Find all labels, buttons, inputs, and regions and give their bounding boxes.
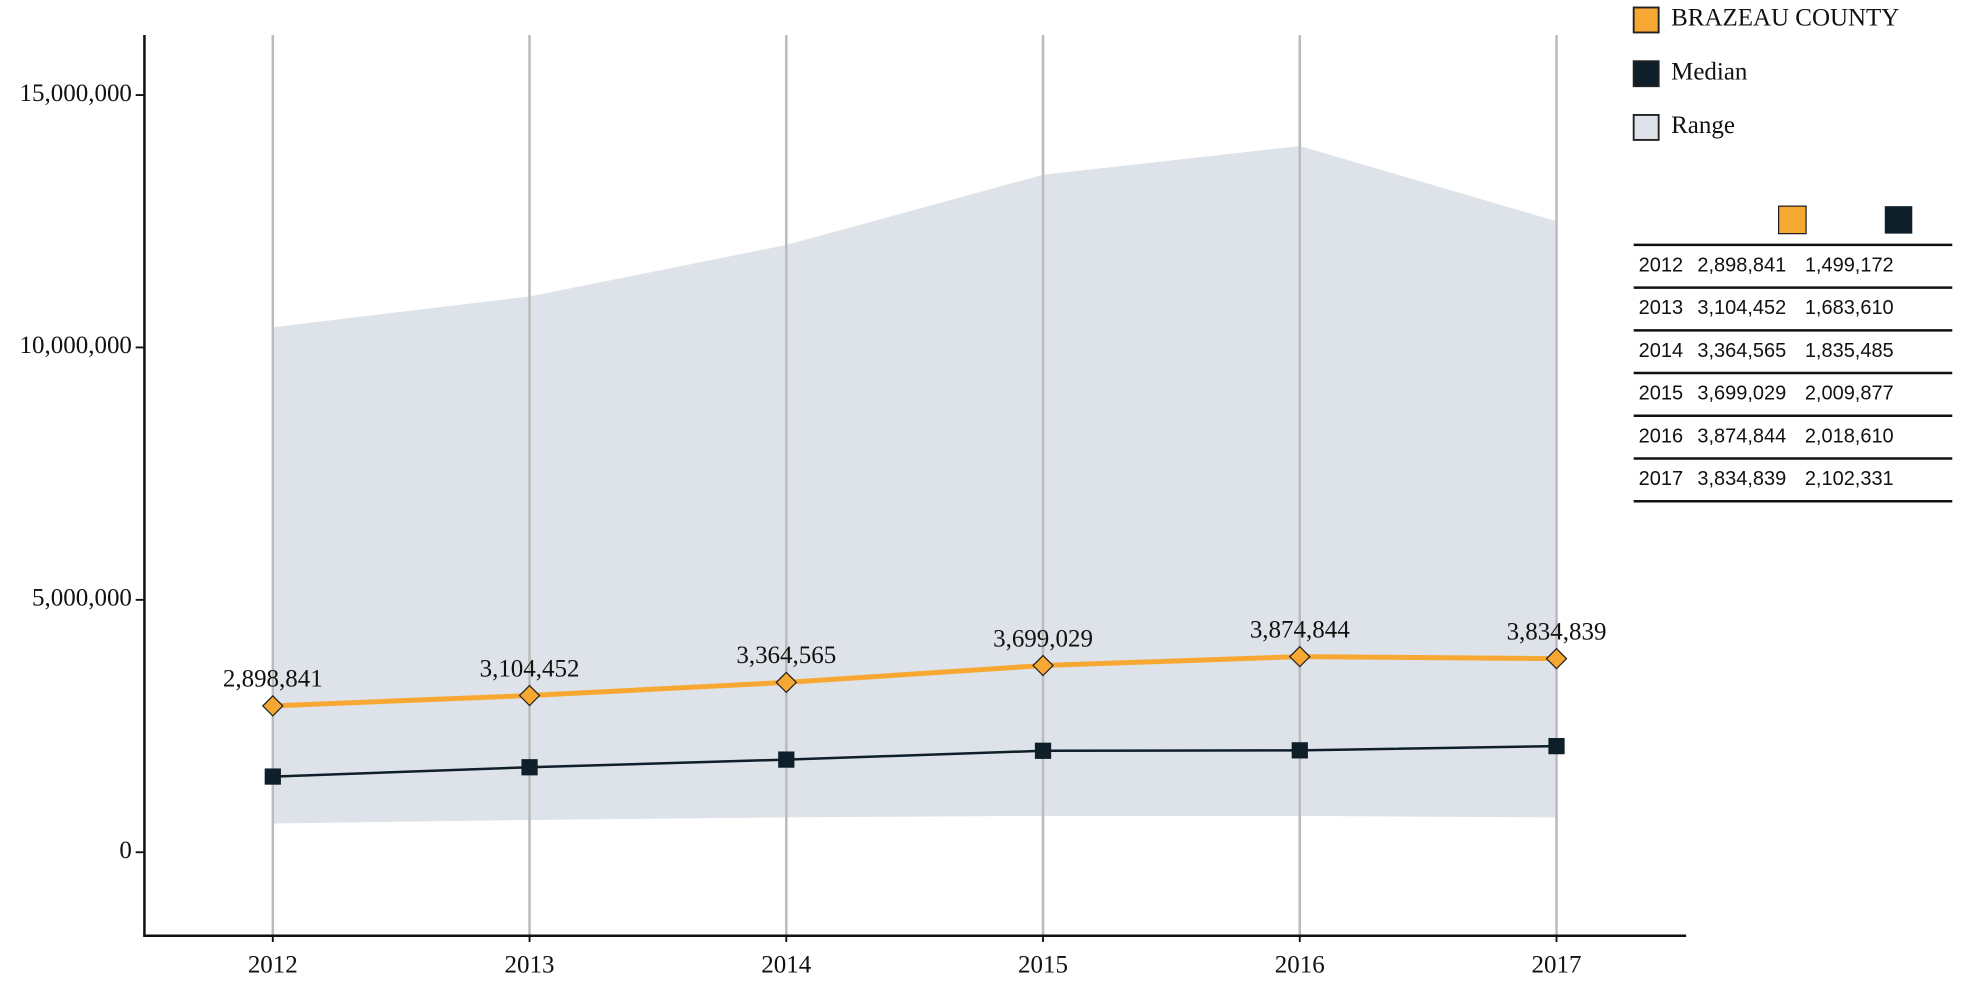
y-tick-label: 15,000,000 — [20, 80, 132, 107]
legend-label: BRAZEAU COUNTY — [1671, 5, 1899, 32]
table-value: 2,898,841 — [1697, 254, 1786, 276]
table-value: 2,009,877 — [1805, 383, 1894, 405]
x-tick-label: 2012 — [248, 952, 298, 979]
table-value: 3,874,844 — [1697, 425, 1786, 447]
data-label: 3,874,844 — [1250, 616, 1350, 643]
y-tick-label: 10,000,000 — [20, 332, 132, 359]
table-year: 2015 — [1639, 383, 1683, 405]
table-year: 2016 — [1639, 425, 1683, 447]
diamond-marker — [518, 684, 541, 707]
table-value: 1,499,172 — [1805, 254, 1894, 276]
table-year: 2012 — [1639, 254, 1683, 276]
table-value: 1,835,485 — [1805, 340, 1894, 362]
diamond-marker — [261, 695, 284, 717]
range-area — [272, 146, 1557, 824]
data-label: 3,699,029 — [993, 625, 1093, 652]
table-year: 2014 — [1639, 340, 1683, 362]
y-tick-label: 5,000,000 — [32, 585, 132, 612]
square-marker — [264, 768, 281, 785]
legend-swatch — [1632, 6, 1660, 34]
legend-swatch — [1632, 114, 1660, 141]
table-header-swatch — [1884, 206, 1913, 234]
square-marker — [1548, 737, 1565, 755]
legend-label: Median — [1671, 58, 1748, 85]
table-year: 2013 — [1639, 297, 1683, 319]
data-label: 3,834,839 — [1507, 618, 1607, 645]
square-marker — [1034, 742, 1052, 759]
diamond-marker — [1545, 647, 1568, 670]
diamond-marker — [1032, 654, 1054, 677]
table-value: 3,834,839 — [1697, 468, 1786, 490]
table-header-swatch — [1777, 205, 1807, 235]
diamond-marker — [775, 671, 798, 694]
table-value: 3,104,452 — [1697, 297, 1786, 319]
x-tick-label: 2017 — [1532, 952, 1582, 979]
table-value: 2,102,331 — [1805, 468, 1894, 490]
square-marker — [778, 751, 795, 768]
square-marker — [521, 759, 538, 776]
legend-label: Range — [1671, 112, 1735, 139]
y-tick-label: 0 — [119, 837, 131, 864]
table-value: 1,683,610 — [1805, 297, 1894, 319]
series-line — [272, 654, 1557, 709]
table-year: 2017 — [1639, 468, 1683, 490]
table-value: 3,364,565 — [1697, 340, 1786, 362]
x-tick-label: 2016 — [1275, 952, 1325, 979]
x-tick-label: 2013 — [505, 952, 555, 979]
series-line — [272, 744, 1557, 778]
data-label: 3,104,452 — [480, 655, 580, 682]
data-label: 3,364,565 — [736, 642, 836, 669]
diamond-marker — [1288, 645, 1311, 668]
table-value: 3,699,029 — [1697, 383, 1786, 405]
data-label: 2,898,841 — [223, 666, 323, 693]
table-value: 2,018,610 — [1805, 425, 1894, 447]
square-marker — [1291, 742, 1308, 759]
legend-swatch — [1632, 60, 1660, 88]
x-tick-label: 2015 — [1018, 952, 1068, 979]
x-tick-label: 2014 — [761, 952, 811, 979]
